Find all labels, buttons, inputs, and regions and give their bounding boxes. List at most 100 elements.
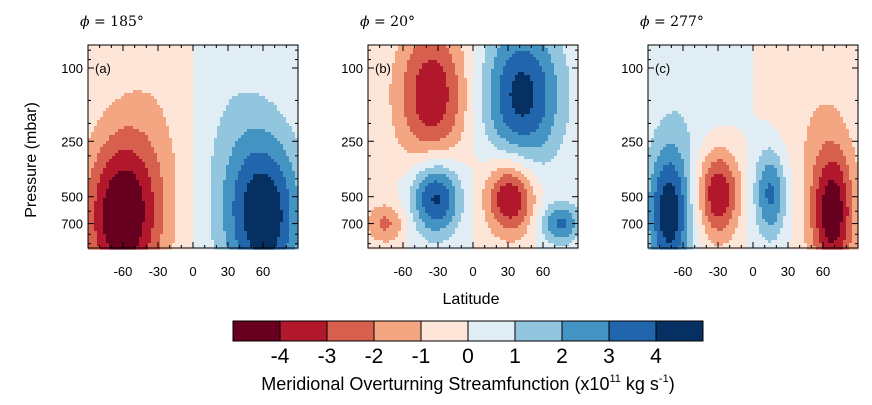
contour-cell — [214, 153, 233, 157]
contour-cell — [163, 228, 176, 232]
contour-cell — [401, 201, 411, 205]
contour-cell — [723, 159, 736, 163]
contour-cell — [557, 219, 567, 223]
contour-cell — [455, 213, 462, 217]
contour-cell — [163, 195, 176, 199]
contour-cell — [368, 165, 414, 169]
contour-cell — [473, 48, 486, 52]
contour-cell — [428, 240, 444, 244]
contour-cell — [735, 228, 748, 232]
contour-cell — [768, 201, 775, 205]
contour-cell — [440, 120, 456, 124]
panel-title-value: = 20° — [370, 14, 415, 30]
contour-cell — [756, 180, 760, 184]
contour-cell — [407, 234, 423, 238]
contour-cell — [840, 165, 850, 169]
contour-cell — [286, 120, 299, 124]
contour-cell — [660, 207, 679, 211]
contour-cell — [852, 198, 859, 202]
contour-cell — [374, 237, 396, 241]
contour-cell — [446, 213, 456, 217]
contour-cell — [145, 165, 161, 169]
contour-cell — [226, 174, 239, 178]
contour-cell — [660, 174, 679, 178]
contour-cell — [175, 153, 194, 157]
contour-cell — [280, 231, 290, 235]
contour-cell — [109, 180, 140, 184]
contour-cell — [175, 171, 194, 175]
contour-cell — [368, 186, 399, 190]
contour-cell — [434, 180, 438, 184]
contour-cell — [753, 186, 760, 190]
contour-cell — [648, 105, 754, 109]
contour-cell — [386, 228, 402, 232]
contour-cell — [473, 210, 486, 214]
contour-cell — [464, 72, 474, 76]
contour-cell — [166, 117, 194, 121]
contour-cell — [244, 132, 272, 136]
contour-cell — [458, 108, 468, 112]
contour-cell — [280, 192, 290, 196]
contour-cell — [491, 102, 501, 106]
contour-cell — [458, 222, 474, 226]
contour-cell — [651, 234, 658, 238]
contour-cell — [274, 159, 290, 163]
contour-cell — [88, 153, 98, 157]
contour-cell — [100, 150, 119, 154]
contour-cell — [398, 192, 411, 196]
contour-cell — [711, 177, 727, 181]
contour-cell — [678, 210, 685, 214]
contour-cell — [482, 120, 495, 124]
contour-cell — [461, 180, 474, 184]
contour-cell — [229, 162, 245, 166]
contour-cell — [648, 204, 655, 208]
contour-cell — [533, 54, 552, 58]
contour-cell — [693, 204, 697, 208]
contour-cell — [106, 189, 143, 193]
contour-cell — [443, 183, 453, 187]
contour-cell — [241, 135, 275, 139]
contour-cell — [566, 54, 579, 58]
contour-cell — [244, 228, 281, 232]
contour-cell — [157, 102, 194, 106]
contour-cell — [822, 207, 844, 211]
contour-cell — [193, 186, 212, 190]
contour-cell — [458, 90, 468, 94]
contour-cell — [813, 174, 823, 178]
contour-cell — [383, 216, 387, 220]
contour-cell — [491, 72, 504, 76]
contour-cell — [407, 228, 417, 232]
contour-cell — [277, 105, 299, 109]
contour-cell — [648, 129, 655, 133]
contour-cell — [711, 225, 727, 229]
contour-cell — [792, 189, 805, 193]
contour-cell — [804, 156, 817, 160]
contour-cell — [473, 144, 495, 148]
contour-cell — [193, 165, 212, 169]
contour-cell — [292, 126, 299, 130]
contour-cell — [563, 141, 579, 145]
contour-cell — [449, 201, 456, 205]
contour-cell — [855, 153, 859, 157]
contour-cell — [690, 144, 703, 148]
contour-cell — [825, 192, 841, 196]
contour-cell — [368, 102, 390, 106]
contour-cell — [97, 243, 110, 247]
contour-cell — [449, 87, 459, 91]
contour-cell — [651, 189, 658, 193]
contour-cell — [368, 99, 390, 103]
contour-cell — [88, 90, 134, 94]
contour-cell — [428, 150, 474, 154]
contour-cell — [410, 189, 417, 193]
contour-cell — [103, 171, 119, 175]
contour-cell — [753, 48, 859, 52]
contour-cell — [675, 186, 682, 190]
contour-cell — [768, 198, 775, 202]
contour-cell — [151, 177, 164, 181]
contour-cell — [217, 126, 293, 130]
contour-cell — [533, 90, 546, 94]
contour-cell — [145, 216, 155, 220]
contour-cell — [473, 183, 486, 187]
contour-cell — [530, 78, 546, 82]
contour-cell — [97, 198, 104, 202]
